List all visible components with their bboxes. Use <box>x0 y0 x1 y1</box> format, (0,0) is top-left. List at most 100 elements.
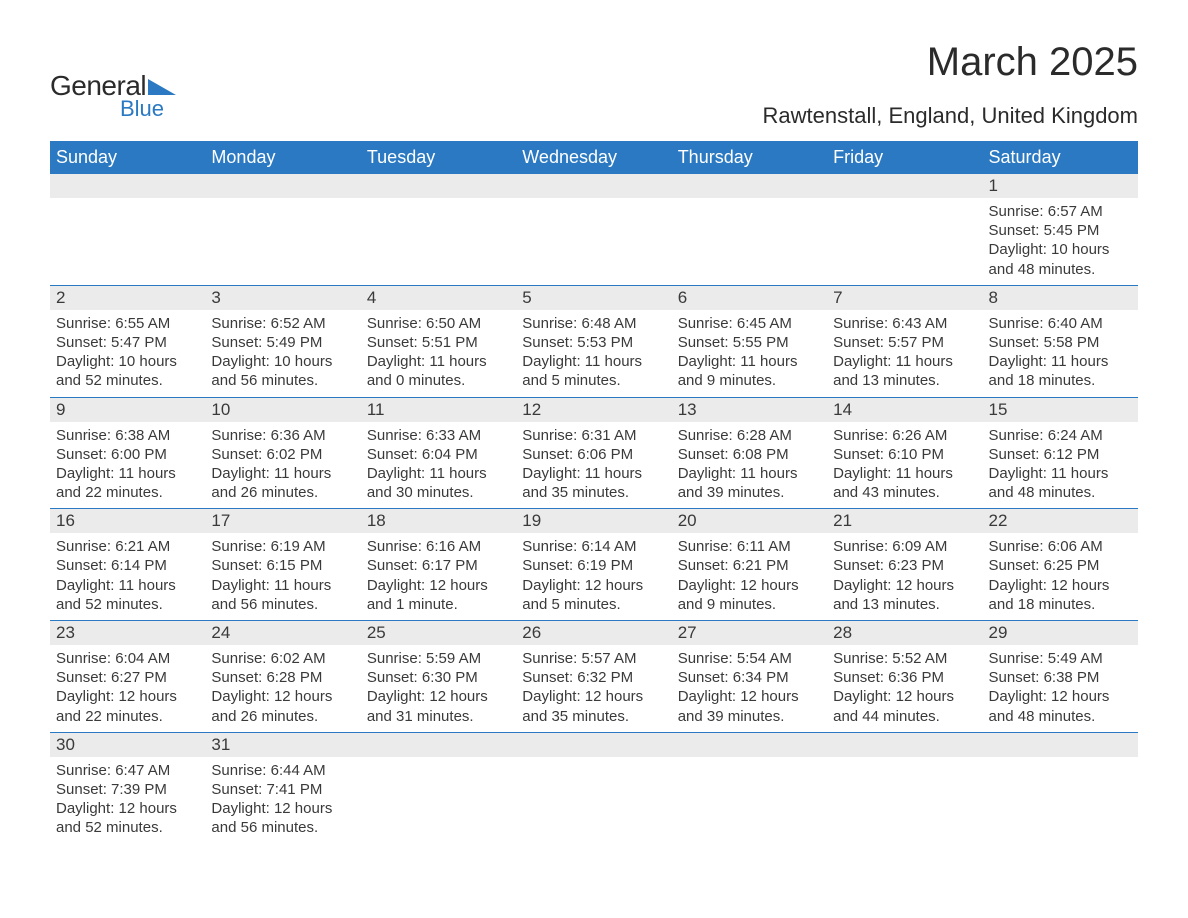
calendar-cell: 21Sunrise: 6:09 AMSunset: 6:23 PMDayligh… <box>827 509 982 620</box>
cell-body: Sunrise: 6:47 AMSunset: 7:39 PMDaylight:… <box>50 757 205 844</box>
day-number: 8 <box>983 286 1138 310</box>
calendar-cell <box>983 733 1138 844</box>
cell-body: Sunrise: 6:50 AMSunset: 5:51 PMDaylight:… <box>361 310 516 397</box>
daylight-text: Daylight: 12 hours and 48 minutes. <box>989 687 1132 725</box>
logo-text-blue: Blue <box>120 96 176 122</box>
daylight-text: Daylight: 11 hours and 26 minutes. <box>211 464 354 502</box>
sunrise-text: Sunrise: 6:11 AM <box>678 537 821 556</box>
day-number <box>516 174 671 198</box>
cell-body: Sunrise: 5:59 AMSunset: 6:30 PMDaylight:… <box>361 645 516 732</box>
calendar-cell <box>50 174 205 285</box>
sunrise-text: Sunrise: 6:43 AM <box>833 314 976 333</box>
sunset-text: Sunset: 5:55 PM <box>678 333 821 352</box>
page-title: March 2025 <box>763 40 1138 85</box>
sunrise-text: Sunrise: 6:55 AM <box>56 314 199 333</box>
cell-body: Sunrise: 6:33 AMSunset: 6:04 PMDaylight:… <box>361 422 516 509</box>
calendar: Sunday Monday Tuesday Wednesday Thursday… <box>50 141 1138 844</box>
calendar-week: 9Sunrise: 6:38 AMSunset: 6:00 PMDaylight… <box>50 398 1138 510</box>
day-number: 12 <box>516 398 671 422</box>
sunset-text: Sunset: 5:58 PM <box>989 333 1132 352</box>
day-number <box>361 733 516 757</box>
logo: General Blue <box>50 40 176 122</box>
cell-body: Sunrise: 6:11 AMSunset: 6:21 PMDaylight:… <box>672 533 827 620</box>
cell-body: Sunrise: 6:45 AMSunset: 5:55 PMDaylight:… <box>672 310 827 397</box>
daylight-text: Daylight: 12 hours and 52 minutes. <box>56 799 199 837</box>
sunrise-text: Sunrise: 5:59 AM <box>367 649 510 668</box>
day-number: 28 <box>827 621 982 645</box>
cell-body <box>983 757 1138 767</box>
day-number <box>672 174 827 198</box>
calendar-cell: 23Sunrise: 6:04 AMSunset: 6:27 PMDayligh… <box>50 621 205 732</box>
cell-body: Sunrise: 6:19 AMSunset: 6:15 PMDaylight:… <box>205 533 360 620</box>
day-number: 6 <box>672 286 827 310</box>
calendar-week: 16Sunrise: 6:21 AMSunset: 6:14 PMDayligh… <box>50 509 1138 621</box>
sunrise-text: Sunrise: 6:24 AM <box>989 426 1132 445</box>
daylight-text: Daylight: 11 hours and 48 minutes. <box>989 464 1132 502</box>
cell-body: Sunrise: 6:36 AMSunset: 6:02 PMDaylight:… <box>205 422 360 509</box>
cell-body: Sunrise: 6:14 AMSunset: 6:19 PMDaylight:… <box>516 533 671 620</box>
day-number: 31 <box>205 733 360 757</box>
calendar-week: 30Sunrise: 6:47 AMSunset: 7:39 PMDayligh… <box>50 733 1138 844</box>
sunset-text: Sunset: 6:04 PM <box>367 445 510 464</box>
day-header: Thursday <box>672 141 827 174</box>
daylight-text: Daylight: 11 hours and 52 minutes. <box>56 576 199 614</box>
calendar-cell <box>672 174 827 285</box>
cell-body: Sunrise: 6:38 AMSunset: 6:00 PMDaylight:… <box>50 422 205 509</box>
day-header: Saturday <box>983 141 1138 174</box>
sunrise-text: Sunrise: 6:14 AM <box>522 537 665 556</box>
daylight-text: Daylight: 11 hours and 39 minutes. <box>678 464 821 502</box>
sunset-text: Sunset: 6:25 PM <box>989 556 1132 575</box>
daylight-text: Daylight: 11 hours and 35 minutes. <box>522 464 665 502</box>
cell-body: Sunrise: 6:55 AMSunset: 5:47 PMDaylight:… <box>50 310 205 397</box>
calendar-header-row: Sunday Monday Tuesday Wednesday Thursday… <box>50 141 1138 174</box>
daylight-text: Daylight: 12 hours and 1 minute. <box>367 576 510 614</box>
calendar-cell: 6Sunrise: 6:45 AMSunset: 5:55 PMDaylight… <box>672 286 827 397</box>
cell-body: Sunrise: 5:54 AMSunset: 6:34 PMDaylight:… <box>672 645 827 732</box>
sunset-text: Sunset: 6:30 PM <box>367 668 510 687</box>
sunrise-text: Sunrise: 6:38 AM <box>56 426 199 445</box>
calendar-week: 1Sunrise: 6:57 AMSunset: 5:45 PMDaylight… <box>50 174 1138 286</box>
day-number: 3 <box>205 286 360 310</box>
day-number: 20 <box>672 509 827 533</box>
day-header: Sunday <box>50 141 205 174</box>
sunset-text: Sunset: 5:45 PM <box>989 221 1132 240</box>
calendar-cell: 29Sunrise: 5:49 AMSunset: 6:38 PMDayligh… <box>983 621 1138 732</box>
sunrise-text: Sunrise: 6:45 AM <box>678 314 821 333</box>
cell-body: Sunrise: 6:40 AMSunset: 5:58 PMDaylight:… <box>983 310 1138 397</box>
day-number: 23 <box>50 621 205 645</box>
sunset-text: Sunset: 7:41 PM <box>211 780 354 799</box>
cell-body: Sunrise: 5:52 AMSunset: 6:36 PMDaylight:… <box>827 645 982 732</box>
daylight-text: Daylight: 12 hours and 44 minutes. <box>833 687 976 725</box>
calendar-cell: 27Sunrise: 5:54 AMSunset: 6:34 PMDayligh… <box>672 621 827 732</box>
sunset-text: Sunset: 6:08 PM <box>678 445 821 464</box>
daylight-text: Daylight: 10 hours and 48 minutes. <box>989 240 1132 278</box>
day-number <box>361 174 516 198</box>
day-number: 27 <box>672 621 827 645</box>
cell-body: Sunrise: 5:57 AMSunset: 6:32 PMDaylight:… <box>516 645 671 732</box>
day-number: 4 <box>361 286 516 310</box>
calendar-cell <box>672 733 827 844</box>
calendar-cell: 25Sunrise: 5:59 AMSunset: 6:30 PMDayligh… <box>361 621 516 732</box>
sunset-text: Sunset: 6:34 PM <box>678 668 821 687</box>
calendar-cell: 16Sunrise: 6:21 AMSunset: 6:14 PMDayligh… <box>50 509 205 620</box>
day-number: 10 <box>205 398 360 422</box>
cell-body: Sunrise: 6:06 AMSunset: 6:25 PMDaylight:… <box>983 533 1138 620</box>
sunrise-text: Sunrise: 6:52 AM <box>211 314 354 333</box>
cell-body: Sunrise: 6:52 AMSunset: 5:49 PMDaylight:… <box>205 310 360 397</box>
sunrise-text: Sunrise: 5:54 AM <box>678 649 821 668</box>
sunrise-text: Sunrise: 6:04 AM <box>56 649 199 668</box>
sunrise-text: Sunrise: 6:33 AM <box>367 426 510 445</box>
cell-body: Sunrise: 6:21 AMSunset: 6:14 PMDaylight:… <box>50 533 205 620</box>
daylight-text: Daylight: 11 hours and 9 minutes. <box>678 352 821 390</box>
cell-body: Sunrise: 6:28 AMSunset: 6:08 PMDaylight:… <box>672 422 827 509</box>
calendar-cell: 13Sunrise: 6:28 AMSunset: 6:08 PMDayligh… <box>672 398 827 509</box>
sunrise-text: Sunrise: 6:31 AM <box>522 426 665 445</box>
location-subtitle: Rawtenstall, England, United Kingdom <box>763 103 1138 129</box>
cell-body: Sunrise: 6:48 AMSunset: 5:53 PMDaylight:… <box>516 310 671 397</box>
day-number: 2 <box>50 286 205 310</box>
daylight-text: Daylight: 12 hours and 5 minutes. <box>522 576 665 614</box>
calendar-week: 2Sunrise: 6:55 AMSunset: 5:47 PMDaylight… <box>50 286 1138 398</box>
cell-body: Sunrise: 6:31 AMSunset: 6:06 PMDaylight:… <box>516 422 671 509</box>
day-number: 7 <box>827 286 982 310</box>
sunrise-text: Sunrise: 6:57 AM <box>989 202 1132 221</box>
